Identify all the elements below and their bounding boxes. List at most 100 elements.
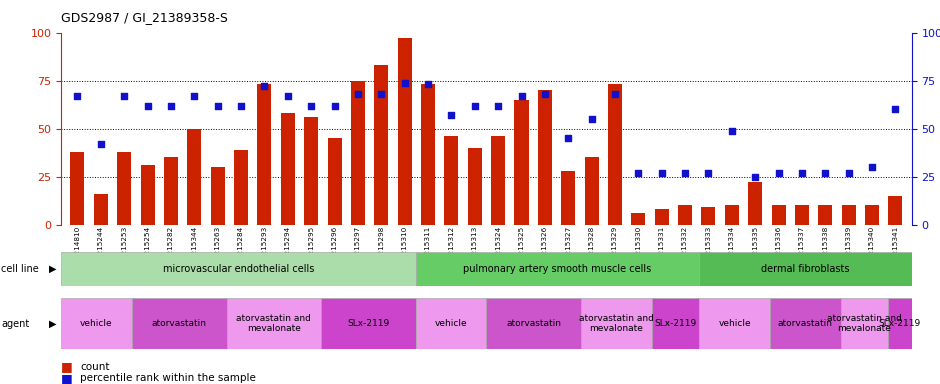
Point — [397, 79, 412, 86]
Bar — [585, 157, 599, 225]
Bar — [61, 252, 415, 286]
Bar — [305, 117, 318, 225]
Bar — [132, 298, 227, 349]
Point — [747, 174, 762, 180]
Bar — [118, 152, 132, 225]
Text: GDS2987 / GI_21389358-S: GDS2987 / GI_21389358-S — [61, 12, 228, 25]
Text: count: count — [80, 362, 109, 372]
Text: atorvastatin and
mevalonate: atorvastatin and mevalonate — [236, 314, 311, 333]
Point — [93, 141, 108, 147]
Bar — [187, 129, 201, 225]
Bar — [70, 152, 85, 225]
Bar — [321, 298, 415, 349]
Text: atorvastatin and
mevalonate: atorvastatin and mevalonate — [579, 314, 654, 333]
Text: ▶: ▶ — [49, 318, 56, 329]
Point — [794, 170, 809, 176]
Point — [304, 103, 319, 109]
Point — [117, 93, 132, 99]
Bar — [632, 213, 646, 225]
Bar — [164, 157, 178, 225]
Bar — [141, 165, 154, 225]
Point — [257, 83, 272, 89]
Point — [818, 170, 833, 176]
Bar — [770, 298, 841, 349]
Point — [351, 91, 366, 97]
Text: SLx-2119: SLx-2119 — [654, 319, 697, 328]
Bar — [888, 196, 902, 225]
Point — [631, 170, 646, 176]
Point — [211, 103, 226, 109]
Bar — [581, 298, 651, 349]
Bar — [795, 205, 809, 225]
Bar — [415, 252, 699, 286]
Text: percentile rank within the sample: percentile rank within the sample — [80, 373, 256, 383]
Bar — [94, 194, 108, 225]
Bar — [841, 298, 888, 349]
Bar — [421, 84, 435, 225]
Point — [654, 170, 669, 176]
Point — [888, 106, 903, 113]
Bar — [227, 298, 321, 349]
Bar — [678, 205, 692, 225]
Point — [514, 93, 529, 99]
Bar — [888, 298, 912, 349]
Text: atorvastatin: atorvastatin — [507, 319, 561, 328]
Text: SLx-2119: SLx-2119 — [879, 319, 921, 328]
Bar — [651, 298, 699, 349]
Bar — [699, 298, 770, 349]
Bar — [258, 84, 272, 225]
Point — [561, 135, 576, 141]
Bar — [61, 298, 132, 349]
Point — [725, 127, 740, 134]
Bar — [468, 148, 482, 225]
Text: vehicle: vehicle — [434, 319, 467, 328]
Point — [164, 103, 179, 109]
Point — [140, 103, 155, 109]
Bar — [445, 136, 459, 225]
Point — [678, 170, 693, 176]
Point — [701, 170, 716, 176]
Point — [538, 91, 553, 97]
Bar — [491, 136, 505, 225]
Text: ■: ■ — [61, 372, 73, 384]
Bar — [561, 171, 575, 225]
Text: atorvastatin and
mevalonate: atorvastatin and mevalonate — [827, 314, 902, 333]
Text: atorvastatin: atorvastatin — [778, 319, 833, 328]
Text: agent: agent — [1, 318, 29, 329]
Text: SLx-2119: SLx-2119 — [347, 319, 389, 328]
Bar — [398, 38, 412, 225]
Bar — [487, 298, 581, 349]
Bar — [374, 65, 388, 225]
Point — [491, 103, 506, 109]
Bar — [281, 113, 295, 225]
Text: vehicle: vehicle — [718, 319, 751, 328]
Bar — [772, 205, 786, 225]
Bar — [415, 298, 487, 349]
Bar — [865, 205, 879, 225]
Bar — [211, 167, 225, 225]
Point — [374, 91, 389, 97]
Bar — [748, 182, 762, 225]
Bar — [234, 150, 248, 225]
Bar — [725, 205, 739, 225]
Bar — [699, 252, 912, 286]
Text: dermal fibroblasts: dermal fibroblasts — [761, 264, 850, 274]
Point — [865, 164, 880, 170]
Point — [467, 103, 482, 109]
Bar — [351, 81, 365, 225]
Point — [327, 103, 342, 109]
Point — [607, 91, 622, 97]
Point — [280, 93, 295, 99]
Bar — [701, 207, 715, 225]
Text: ▶: ▶ — [49, 264, 56, 274]
Bar — [514, 100, 528, 225]
Point — [420, 81, 435, 88]
Text: atorvastatin: atorvastatin — [151, 319, 207, 328]
Point — [233, 103, 248, 109]
Point — [841, 170, 856, 176]
Bar — [608, 84, 622, 225]
Bar — [538, 90, 552, 225]
Bar — [327, 138, 341, 225]
Point — [584, 116, 599, 122]
Text: vehicle: vehicle — [80, 319, 113, 328]
